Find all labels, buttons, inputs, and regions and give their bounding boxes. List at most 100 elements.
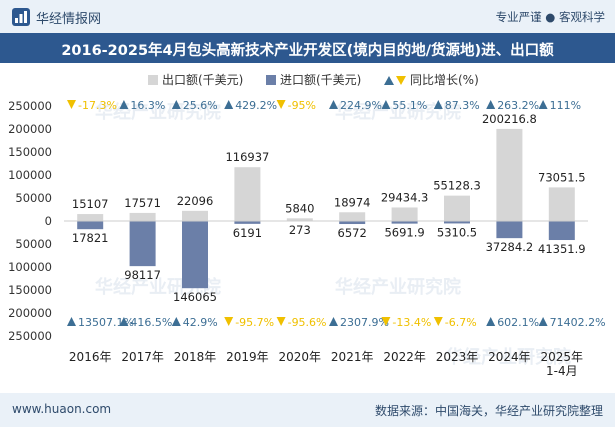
- export-up-triangle-icon: [486, 100, 496, 109]
- import-growth-label: 602.1%: [497, 316, 539, 329]
- watermark-text: 华经产业研究院: [335, 276, 461, 298]
- export-up-triangle-icon: [119, 100, 129, 109]
- bars-layer: [64, 128, 588, 289]
- import-bar: [496, 221, 523, 239]
- export-bar: [548, 187, 575, 221]
- export-growth-label: 16.3%: [130, 99, 165, 112]
- x-category-label: 2019年: [226, 350, 269, 364]
- import-bar: [77, 221, 104, 230]
- x-category-label: 2017年: [121, 350, 164, 364]
- export-bar: [391, 207, 418, 221]
- export-growth-label: -95%: [288, 99, 316, 112]
- export-down-triangle-icon: [67, 100, 76, 109]
- brand-name: 华经情报网: [36, 12, 102, 27]
- import-growth-label: -6.7%: [445, 316, 477, 329]
- import-growth-label: 416.5%: [130, 316, 172, 329]
- export-value-label: 18974: [334, 195, 371, 209]
- import-growth-label: 71402.2%: [550, 316, 606, 329]
- import-value-label: 146065: [173, 290, 217, 304]
- import-up-triangle-icon: [67, 317, 76, 326]
- import-bar: [182, 221, 208, 289]
- export-value-label: 200216.8: [482, 112, 537, 126]
- import-growth-label: -13.4%: [392, 316, 431, 329]
- data-labels-layer: 15107 17821 17571 98117 22096 146065 116937 619…: [72, 112, 586, 304]
- y-axis: 250000 200000 150000 100000 50000 0 50000 10000…: [8, 99, 52, 343]
- x-category-label: 2025年: [541, 350, 584, 364]
- import-bar: [129, 221, 156, 267]
- growth-rows-layer: -17.3% 16.3% 25.6% 429.2% -95% 224.9% 55.1% 87.…: [67, 99, 606, 329]
- y-tick-label: 50000: [15, 237, 52, 251]
- export-value-label: 22096: [177, 194, 214, 208]
- website-link[interactable]: www.huaon.com: [12, 402, 112, 416]
- legend-swatch-export: [148, 75, 158, 85]
- import-up-triangle-icon: [119, 317, 129, 326]
- export-up-triangle-icon: [433, 100, 443, 109]
- export-bar: [182, 210, 208, 221]
- x-category-label: 2021年: [331, 350, 374, 364]
- watermark-text: 华经产业研究院: [445, 346, 571, 368]
- export-growth-label: 224.9%: [340, 99, 382, 112]
- x-category-label: 2024年: [488, 350, 531, 364]
- import-value-label: 5691.9: [384, 226, 424, 240]
- export-bar: [496, 128, 523, 221]
- import-down-triangle-icon: [224, 317, 234, 326]
- footer-bar: www.huaon.com 数据来源：中国海关，华经产业研究院整理: [0, 393, 615, 427]
- export-bar: [129, 212, 156, 221]
- export-growth-label: 87.3%: [445, 99, 480, 112]
- import-down-triangle-icon: [276, 317, 286, 326]
- import-value-label: 273: [289, 223, 311, 237]
- tagline: 专业严谨 ● 客观科学: [495, 10, 605, 24]
- import-growth-label: -95.6%: [288, 316, 327, 329]
- import-up-triangle-icon: [486, 317, 496, 326]
- import-value-label: 5310.5: [437, 225, 477, 239]
- import-bar: [339, 221, 366, 225]
- import-bar: [391, 221, 418, 224]
- import-growth-label: 42.9%: [183, 316, 218, 329]
- y-tick-label: 250000: [8, 329, 52, 343]
- import-up-triangle-icon: [329, 317, 338, 326]
- export-bar: [444, 195, 470, 221]
- y-tick-label: 150000: [8, 145, 52, 159]
- chart-area: 华经产业研究院 华经产业研究院 华经产业研究院 华经产业研究院 华经产业研究院 出口额(…: [0, 63, 615, 393]
- import-bar: [548, 221, 575, 241]
- import-value-label: 6572: [338, 226, 367, 240]
- legend-label-export: 出口额(千美元): [162, 73, 243, 87]
- title-bar: 2016-2025年4月包头高新技术产业开发区(境内目的地/货源地)进、出口额: [0, 33, 615, 63]
- export-value-label: 15107: [72, 197, 109, 211]
- export-value-label: 55128.3: [433, 179, 481, 193]
- y-tick-label: 150000: [8, 283, 52, 297]
- import-down-triangle-icon: [433, 317, 443, 326]
- export-bar: [286, 218, 313, 221]
- export-growth-label: 111%: [550, 99, 581, 112]
- chart-title: 2016-2025年4月包头高新技术产业开发区(境内目的地/货源地)进、出口额: [61, 43, 554, 59]
- export-value-label: 116937: [225, 150, 269, 164]
- legend: 出口额(千美元) 进口额(千美元) 同比增长(%): [148, 73, 479, 87]
- import-up-triangle-icon: [171, 317, 181, 326]
- export-growth-label: 55.1%: [392, 99, 427, 112]
- x-category-label: 2018年: [174, 350, 217, 364]
- legend-label-growth: 同比增长(%): [410, 73, 479, 87]
- x-category-label: 2020年: [279, 350, 322, 364]
- legend-swatch-import: [266, 75, 276, 85]
- export-up-triangle-icon: [381, 100, 391, 109]
- export-value-label: 5840: [285, 201, 314, 215]
- import-value-label: 41351.9: [538, 242, 586, 256]
- y-tick-label: 100000: [8, 168, 52, 182]
- x-category-label: 2016年: [69, 350, 112, 364]
- export-bar: [234, 167, 261, 221]
- import-up-triangle-icon: [538, 317, 548, 326]
- top-bar: 华经情报网 专业严谨 ● 客观科学: [0, 0, 615, 33]
- import-bar: [444, 221, 470, 224]
- y-tick-label: 0: [45, 214, 52, 228]
- legend-down-triangle-icon: [396, 76, 406, 85]
- legend-up-triangle-icon: [384, 76, 394, 85]
- export-bar: [339, 212, 366, 221]
- y-tick-label: 200000: [8, 306, 52, 320]
- import-down-triangle-icon: [381, 317, 391, 326]
- y-tick-label: 50000: [15, 191, 52, 205]
- export-up-triangle-icon: [329, 100, 338, 109]
- x-axis-labels: 2016年 2017年 2018年 2019年 2020年 2021年 2022年 2023年…: [69, 350, 583, 378]
- import-value-label: 17821: [72, 231, 109, 245]
